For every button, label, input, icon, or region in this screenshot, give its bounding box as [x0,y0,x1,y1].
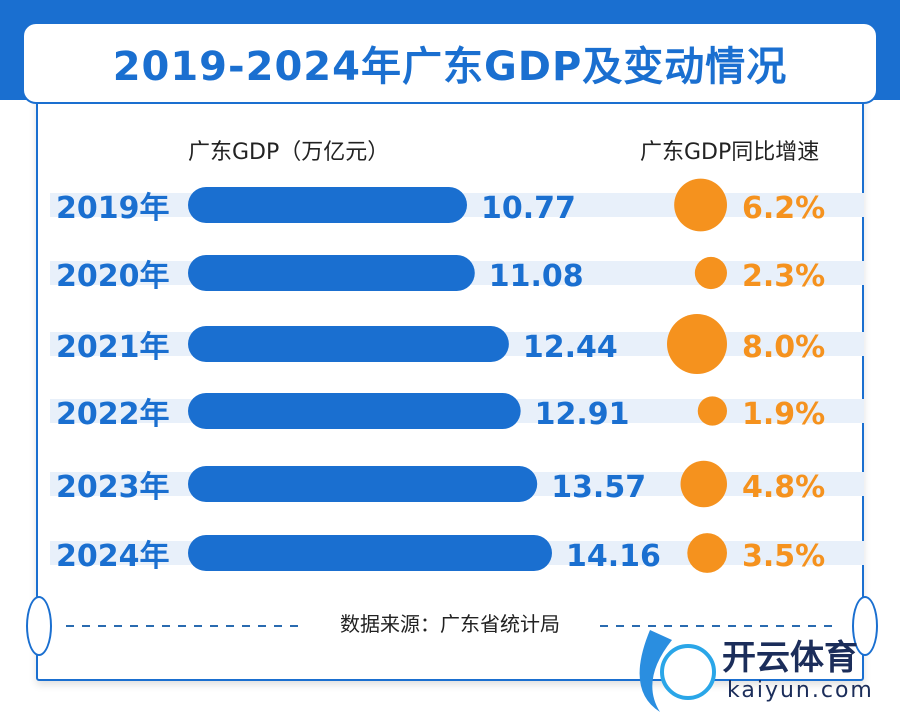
growth-circle [680,460,727,508]
gdp-bar [188,187,468,223]
growth-circle [694,256,727,290]
category-label: 2019年 [56,191,170,226]
growth-value-label: 3.5% [742,539,825,574]
gdp-value-label: 11.08 [489,259,584,294]
growth-circle [667,314,727,374]
right-notch [852,596,878,656]
title-box: 2019-2024年广东GDP及变动情况 [22,22,878,104]
growth-circle [674,178,727,232]
gdp-bar [188,466,538,502]
source-note: 数据来源：广东省统计局 [0,608,900,637]
gdp-value-label: 13.57 [551,470,646,505]
gdp-header: 广东GDP（万亿元） [188,140,390,165]
growth-circle [697,396,727,426]
gdp-bar [188,535,552,571]
gdp-bar [188,326,509,362]
gdp-value-label: 12.44 [523,330,618,365]
growth-value-label: 2.3% [742,259,825,294]
gdp-value-label: 14.16 [566,539,661,574]
gdp-bar [188,255,475,291]
category-label: 2021年 [56,330,170,365]
logo-k-icon [639,630,672,712]
category-label: 2022年 [56,397,170,432]
logo-name: 开云体育 [722,638,858,678]
logo-ball-icon [660,644,716,700]
category-label: 2023年 [56,470,170,505]
gdp-value-label: 12.91 [535,397,630,432]
category-label: 2020年 [56,259,170,294]
growth-circle [687,533,727,573]
chart-title: 2019-2024年广东GDP及变动情况 [112,44,788,90]
gdp-bar [188,393,521,429]
growth-header: 广东GDP同比增速 [640,140,820,165]
category-label: 2024年 [56,539,170,574]
growth-value-label: 4.8% [742,470,825,505]
left-notch [26,596,52,656]
growth-value-label: 1.9% [742,397,825,432]
gdp-value-label: 10.77 [481,191,576,226]
logo-url: kaiyun.com [727,678,874,703]
source-text: 数据来源：广东省统计局 [328,612,572,636]
growth-value-label: 6.2% [742,191,825,226]
growth-value-label: 8.0% [742,330,825,365]
